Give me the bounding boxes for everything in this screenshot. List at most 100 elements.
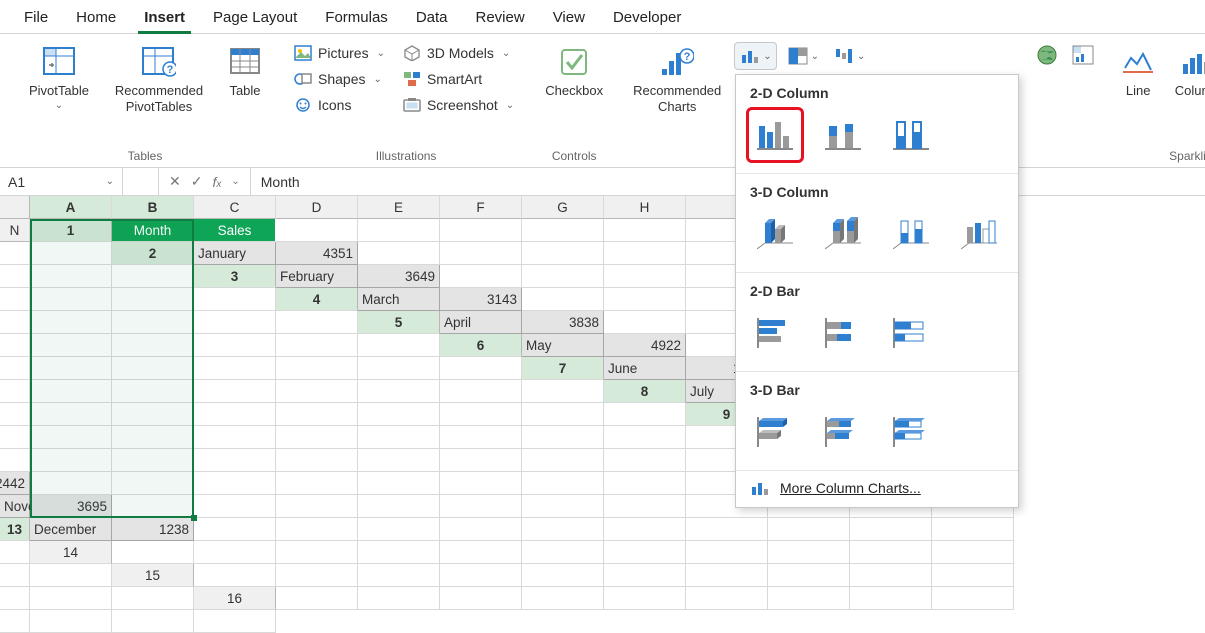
cell[interactable] bbox=[30, 472, 112, 495]
cell-month[interactable]: May bbox=[522, 334, 604, 357]
column-header[interactable]: B bbox=[112, 196, 194, 219]
cell[interactable] bbox=[604, 311, 686, 334]
spreadsheet-grid[interactable]: ABCDEFGHMN1MonthSales2January43513Februa… bbox=[0, 196, 1205, 633]
3d-clustered-column-option[interactable] bbox=[750, 210, 800, 258]
cell[interactable] bbox=[112, 357, 194, 380]
stacked-bar-option[interactable] bbox=[818, 309, 868, 357]
tab-review[interactable]: Review bbox=[462, 3, 539, 33]
cell[interactable] bbox=[440, 541, 522, 564]
cell[interactable] bbox=[112, 610, 194, 633]
tab-home[interactable]: Home bbox=[62, 3, 130, 33]
cell[interactable] bbox=[358, 334, 440, 357]
cell[interactable] bbox=[686, 541, 768, 564]
100-stacked-column-option[interactable] bbox=[886, 111, 936, 159]
cell[interactable] bbox=[358, 403, 440, 426]
sparkline-line-button[interactable]: Line bbox=[1114, 38, 1162, 102]
cell[interactable] bbox=[358, 472, 440, 495]
cell[interactable] bbox=[194, 472, 276, 495]
cell[interactable] bbox=[768, 587, 850, 610]
cell[interactable] bbox=[440, 357, 522, 380]
cell[interactable] bbox=[440, 449, 522, 472]
column-header[interactable]: A bbox=[30, 196, 112, 219]
row-header[interactable]: 2 bbox=[112, 242, 194, 265]
cell[interactable] bbox=[30, 357, 112, 380]
cell[interactable] bbox=[686, 564, 768, 587]
cell[interactable] bbox=[358, 518, 440, 541]
cell[interactable] bbox=[0, 449, 30, 472]
cell[interactable] bbox=[604, 518, 686, 541]
more-column-charts-link[interactable]: More Column Charts... bbox=[736, 471, 1018, 501]
cell[interactable] bbox=[0, 541, 30, 564]
cell[interactable] bbox=[276, 311, 358, 334]
cell[interactable] bbox=[276, 219, 358, 242]
cell[interactable] bbox=[522, 541, 604, 564]
cell[interactable] bbox=[440, 587, 522, 610]
cell[interactable] bbox=[358, 541, 440, 564]
cell[interactable] bbox=[30, 242, 112, 265]
icons-button[interactable]: Icons bbox=[290, 94, 393, 116]
3d-stacked-bar-option[interactable] bbox=[818, 408, 868, 456]
cell[interactable] bbox=[112, 380, 194, 403]
cell[interactable] bbox=[276, 334, 358, 357]
header-month[interactable]: Month bbox=[112, 219, 194, 242]
cell[interactable] bbox=[522, 426, 604, 449]
cell[interactable] bbox=[358, 357, 440, 380]
cell[interactable] bbox=[604, 541, 686, 564]
cell[interactable] bbox=[358, 242, 440, 265]
cell[interactable] bbox=[522, 288, 604, 311]
cell[interactable] bbox=[30, 587, 112, 610]
cell[interactable] bbox=[0, 288, 30, 311]
cell[interactable] bbox=[440, 380, 522, 403]
cell[interactable] bbox=[276, 403, 358, 426]
cell[interactable] bbox=[30, 449, 112, 472]
cell[interactable] bbox=[0, 311, 30, 334]
cell[interactable] bbox=[768, 564, 850, 587]
cell[interactable] bbox=[522, 587, 604, 610]
cell[interactable] bbox=[604, 587, 686, 610]
cell[interactable] bbox=[850, 518, 932, 541]
cell[interactable] bbox=[932, 541, 1014, 564]
cell[interactable] bbox=[194, 288, 276, 311]
cell[interactable] bbox=[112, 541, 194, 564]
cell-month[interactable]: June bbox=[604, 357, 686, 380]
stacked-column-option[interactable] bbox=[818, 111, 868, 159]
cell[interactable] bbox=[358, 587, 440, 610]
cell[interactable] bbox=[440, 219, 522, 242]
insert-column-chart-button[interactable]: ⌄ bbox=[734, 42, 776, 70]
3d-100-stacked-bar-option[interactable] bbox=[886, 408, 936, 456]
cell-sales[interactable]: 3143 bbox=[440, 288, 522, 311]
screenshot-button[interactable]: Screenshot ⌄ bbox=[399, 94, 522, 116]
3d-models-button[interactable]: 3D Models ⌄ bbox=[399, 42, 522, 64]
maps-button[interactable] bbox=[1032, 42, 1062, 68]
cell-month[interactable]: January bbox=[194, 242, 276, 265]
row-header[interactable]: 5 bbox=[358, 311, 440, 334]
cell[interactable] bbox=[194, 426, 276, 449]
cell-month[interactable]: December bbox=[30, 518, 112, 541]
cell[interactable] bbox=[194, 449, 276, 472]
cell[interactable] bbox=[30, 426, 112, 449]
name-box[interactable]: A1 ⌄ bbox=[0, 168, 123, 195]
100-stacked-bar-option[interactable] bbox=[886, 309, 936, 357]
cell[interactable] bbox=[276, 380, 358, 403]
cell[interactable] bbox=[850, 541, 932, 564]
tab-developer[interactable]: Developer bbox=[599, 3, 695, 33]
cell[interactable] bbox=[522, 564, 604, 587]
cell[interactable] bbox=[276, 449, 358, 472]
chevron-down-icon[interactable]: ⌄ bbox=[231, 176, 239, 187]
pictures-button[interactable]: Pictures ⌄ bbox=[290, 42, 393, 64]
cell[interactable] bbox=[604, 288, 686, 311]
tab-data[interactable]: Data bbox=[402, 3, 462, 33]
cell[interactable] bbox=[522, 242, 604, 265]
row-header[interactable]: 3 bbox=[194, 265, 276, 288]
column-header[interactable]: N bbox=[0, 219, 30, 242]
enter-icon[interactable]: ✓ bbox=[191, 173, 203, 190]
cell[interactable] bbox=[276, 518, 358, 541]
cell[interactable] bbox=[112, 288, 194, 311]
cell[interactable] bbox=[112, 311, 194, 334]
formula-input[interactable]: Month bbox=[251, 168, 1205, 195]
pivottable-button[interactable]: PivotTable ⌄ bbox=[16, 38, 102, 114]
cell[interactable] bbox=[276, 472, 358, 495]
cell[interactable] bbox=[194, 334, 276, 357]
column-header[interactable]: H bbox=[604, 196, 686, 219]
cell-month[interactable]: April bbox=[440, 311, 522, 334]
